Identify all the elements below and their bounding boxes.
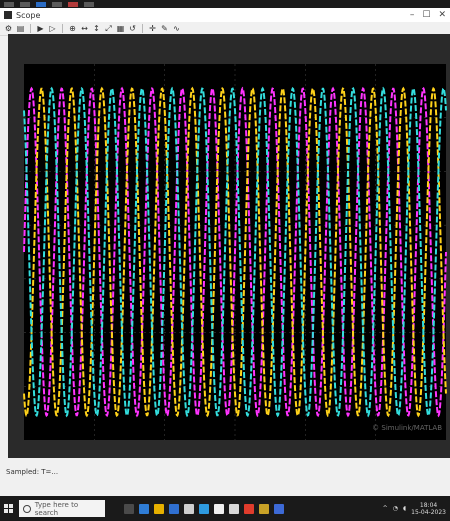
word-icon[interactable] (274, 503, 284, 514)
search-icon (23, 504, 31, 513)
clock[interactable]: 18:04 15-04-2023 (411, 502, 446, 516)
top-taskbar-strip (0, 0, 450, 8)
restore-icon[interactable]: ↺ (129, 24, 136, 33)
clock-date: 15-04-2023 (411, 508, 446, 516)
zoom-x-icon[interactable]: ↔ (81, 24, 88, 33)
mail-icon[interactable] (169, 503, 179, 514)
file-explorer-icon[interactable] (154, 503, 164, 514)
app-icon[interactable] (199, 503, 209, 514)
save-axes-icon[interactable]: ▦ (116, 24, 125, 33)
task-view-icon[interactable] (124, 503, 134, 514)
step-icon[interactable]: ▷ (49, 24, 56, 33)
style-icon[interactable]: ✎ (161, 24, 168, 33)
series-line-3 (23, 86, 447, 418)
close-button[interactable]: ✕ (438, 10, 446, 20)
zoom-in-icon[interactable]: ⊕ (69, 24, 76, 33)
network-icon[interactable]: ◔ (392, 505, 398, 512)
watermark-text: © Simulink/MATLAB (372, 424, 442, 432)
acrobat-icon[interactable] (244, 503, 254, 514)
series-line-2 (23, 86, 447, 418)
taskbar-icon[interactable] (4, 1, 14, 7)
status-bar: Sampled: T=... (0, 464, 450, 480)
zoom-y-icon[interactable]: ↕ (93, 24, 100, 33)
system-tray: ^ ◔ ◖ 18:04 15-04-2023 (383, 502, 446, 516)
app-icon[interactable] (229, 503, 239, 514)
matlab-icon[interactable] (259, 503, 269, 514)
scope-app-icon (4, 11, 12, 19)
window-controls: – ☐ ✕ (410, 10, 446, 20)
windows-taskbar: Type here to search ^ ◔ ◖ 18:04 15-04-20… (0, 496, 450, 521)
start-button[interactable] (4, 503, 14, 514)
minimize-button[interactable]: – (409, 10, 415, 20)
run-icon[interactable]: ▶ (37, 24, 44, 33)
taskbar-icon[interactable] (84, 1, 94, 7)
autoscale-icon[interactable]: ⤢ (105, 23, 112, 33)
taskbar-icon[interactable] (68, 1, 78, 7)
app-icon[interactable] (214, 503, 224, 514)
scope-plot[interactable]: © Simulink/MATLAB (8, 34, 450, 458)
taskbar-search[interactable]: Type here to search (19, 500, 105, 517)
title-bar: Scope – ☐ ✕ (0, 8, 450, 22)
clock-time: 18:04 (419, 501, 438, 509)
search-placeholder: Type here to search (34, 500, 79, 517)
edge-icon[interactable] (139, 503, 149, 514)
settings-icon[interactable]: ⚙ (4, 24, 13, 33)
signal-icon[interactable]: ∿ (173, 24, 180, 33)
tray-chevron-icon[interactable]: ^ (382, 505, 388, 512)
taskbar-icon[interactable] (20, 1, 30, 7)
toolbar-divider (142, 24, 143, 33)
toolbar-divider (62, 24, 63, 33)
taskbar-icon[interactable] (52, 1, 62, 7)
status-text: Sampled: T=... (6, 468, 59, 476)
toolbar-divider (30, 24, 31, 33)
maximize-button[interactable]: ☐ (422, 10, 431, 20)
series-line-1 (23, 86, 447, 418)
scope-display[interactable]: © Simulink/MATLAB (8, 34, 450, 458)
store-icon[interactable] (184, 503, 194, 514)
print-icon[interactable]: ▤ (16, 24, 25, 33)
volume-icon[interactable]: ◖ (402, 505, 407, 512)
window-title: Scope (16, 10, 41, 20)
taskbar-icon[interactable] (36, 1, 46, 7)
cursor-icon[interactable]: ✛ (149, 24, 156, 33)
scope-toolbar: ⚙ ▤ ▶ ▷ ⊕ ↔ ↕ ⤢ ▦ ↺ ✛ ✎ ∿ (0, 22, 450, 36)
